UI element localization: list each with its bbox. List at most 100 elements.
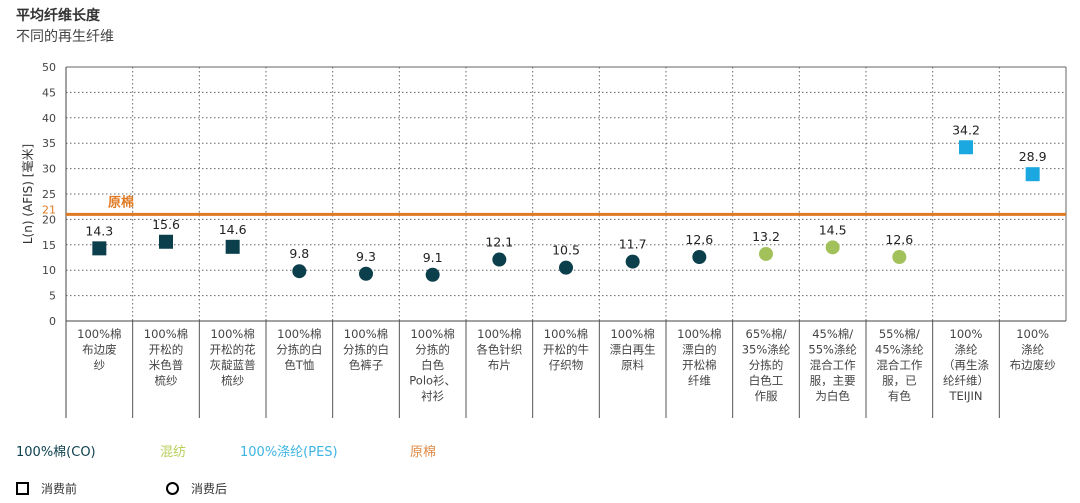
category-label: 衬衫: [421, 389, 444, 403]
category-label: 布边废纱: [1010, 358, 1056, 372]
y-tick-label: 0: [49, 315, 56, 328]
data-label: 9.8: [289, 246, 309, 261]
data-label: 13.2: [752, 229, 780, 244]
category-label: 100%棉: [477, 327, 521, 341]
category-label: 35%涤纶: [742, 343, 791, 357]
data-label: 28.9: [1019, 149, 1047, 164]
data-point-circle: [292, 264, 307, 279]
category-label: 100%棉: [610, 327, 654, 341]
legend-square: 消费前: [16, 480, 77, 497]
category-label: 开松的: [149, 343, 184, 357]
data-point-square: [1025, 167, 1040, 182]
category-label: 100%: [950, 327, 983, 341]
data-point-square: [959, 140, 973, 155]
data-point-circle: [892, 249, 907, 264]
chart-title: 平均纤维长度: [16, 8, 100, 24]
legend-blend: 混纺: [160, 445, 187, 460]
category-label: 漂白的: [682, 343, 717, 357]
category-label: 梳纱: [221, 374, 244, 388]
data-label: 34.2: [952, 122, 980, 137]
legend-circle: 消费后: [166, 480, 227, 497]
chart-subtitle: 不同的再生纤维: [16, 29, 114, 45]
category-label: 布边废: [82, 343, 117, 357]
data-point-circle: [625, 254, 640, 269]
category-label: 为白色: [815, 389, 850, 403]
square-marker-icon: [16, 482, 29, 495]
category-label: 100%棉: [77, 327, 121, 341]
y-axis-label: L(n) (AFIS) [毫米]: [20, 144, 35, 244]
category-label: 开松棉: [682, 358, 717, 372]
y-tick-label: 30: [42, 163, 56, 176]
data-label: 14.5: [819, 222, 847, 237]
category-label: 白色: [421, 358, 444, 372]
category-label: 纤维: [688, 374, 711, 388]
category-label: 色裤子: [349, 358, 384, 372]
category-label: 100%棉: [410, 327, 454, 341]
category-label: 100%棉: [210, 327, 254, 341]
data-label: 9.3: [356, 249, 376, 264]
data-point-circle: [692, 249, 707, 264]
y-tick-label: 50: [42, 61, 56, 74]
category-label: 涤纶: [955, 343, 978, 357]
legend-cotton: 100%棉(CO): [16, 445, 96, 460]
data-point-circle: [759, 246, 773, 261]
category-label: Polo衫、: [409, 374, 456, 388]
category-label: 布片: [488, 358, 511, 372]
data-label: 9.1: [423, 250, 443, 265]
category-label: 100%棉: [277, 327, 321, 341]
category-label: 作服: [755, 389, 778, 403]
category-label: 纱: [94, 358, 106, 372]
circle-marker-icon: [166, 482, 179, 495]
category-label: 各色针织: [476, 343, 522, 357]
legend-square-label: 消费前: [41, 482, 78, 496]
y-tick-label: 40: [42, 112, 56, 125]
data-point-square: [92, 241, 107, 256]
category-label: 65%棉/: [746, 327, 787, 341]
y-tick-label: 10: [42, 264, 56, 277]
category-label: 55%棉/: [879, 327, 920, 341]
data-label: 15.6: [152, 217, 180, 232]
y-tick-label: 5: [49, 290, 56, 303]
category-label: 45%棉/: [812, 327, 853, 341]
category-label: 100%: [1016, 327, 1049, 341]
category-label: 米色普: [149, 358, 184, 372]
data-label: 12.6: [885, 232, 913, 247]
y-tick-label: 35: [42, 137, 56, 150]
category-label: 服，主要: [810, 374, 856, 388]
category-label: （再生涤: [943, 358, 989, 372]
y-tick-label: 20: [42, 213, 56, 226]
category-label: 分拣的: [415, 343, 450, 357]
data-point-circle: [825, 240, 840, 255]
y-tick-label: 25: [42, 188, 56, 201]
category-label: 原料: [621, 358, 644, 372]
data-point-square: [159, 234, 173, 249]
data-label: 11.7: [619, 237, 647, 252]
category-label: TEIJIN: [948, 389, 982, 403]
data-label: 12.1: [485, 235, 513, 250]
category-label: 开松的牛: [543, 343, 589, 357]
reference-line-label: 原棉: [108, 194, 134, 210]
category-label: 100%棉: [544, 327, 588, 341]
category-label: 分拣的白: [343, 343, 389, 357]
legend-pes: 100%涤纶(PES): [240, 445, 338, 460]
category-label: 混合工作: [810, 358, 856, 372]
legend-virgin: 原棉: [410, 445, 437, 460]
category-label: 纶纤维）: [943, 374, 989, 388]
category-label: 漂白再生: [610, 343, 656, 357]
category-label: 100%棉: [344, 327, 388, 341]
category-label: 仔织物: [549, 358, 584, 372]
data-label: 10.5: [552, 243, 580, 258]
category-label: 服，已: [882, 374, 917, 388]
data-point-circle: [492, 252, 507, 267]
data-label: 12.6: [685, 232, 713, 247]
category-label: 开松的花: [210, 343, 256, 357]
category-label: 45%涤纶: [875, 343, 924, 357]
legend-circle-label: 消费后: [191, 482, 228, 496]
data-point-square: [225, 239, 240, 254]
category-label: 梳纱: [155, 374, 178, 388]
category-label: 100%棉: [144, 327, 188, 341]
category-label: 白色工: [749, 374, 784, 388]
data-point-circle: [359, 266, 373, 281]
category-label: 灰靛蓝普: [210, 358, 256, 372]
